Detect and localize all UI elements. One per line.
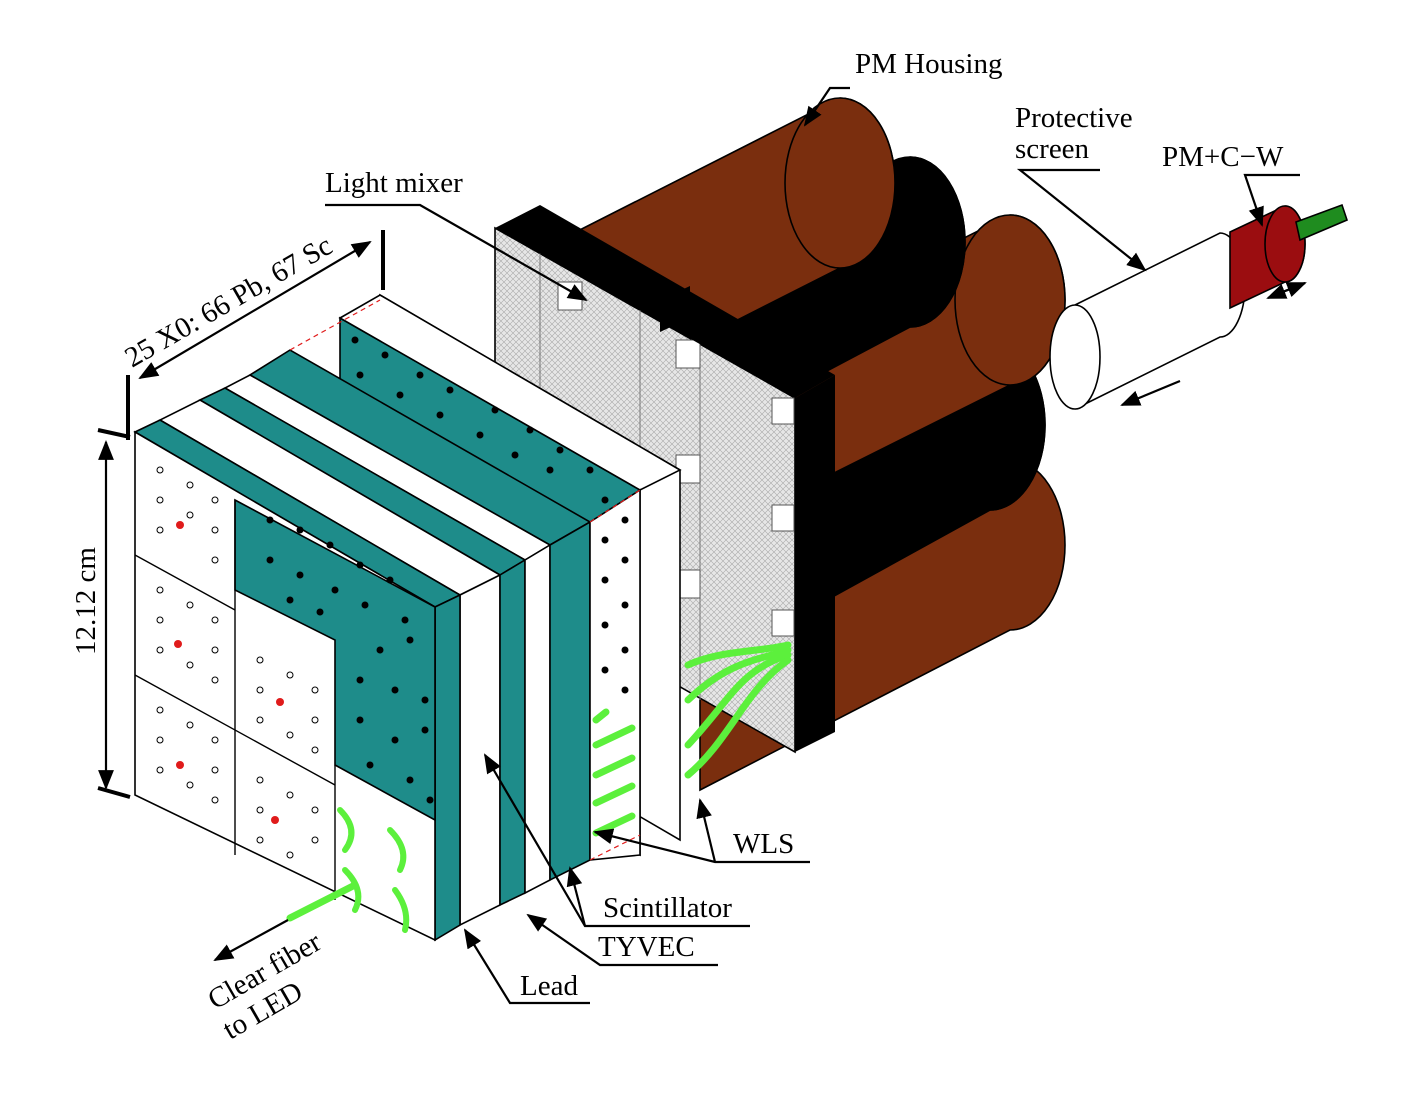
length-dimension [126, 230, 385, 440]
led-fiber [286, 807, 410, 933]
label-pm-housing: PM Housing [855, 48, 1002, 80]
label-length: 25 X0: 66 Pb, 67 Sc [120, 230, 338, 375]
label-wls: WLS [733, 828, 794, 860]
label-light-mixer: Light mixer [325, 167, 463, 199]
leader-lines [213, 86, 1307, 1005]
label-scintillator: Scintillator [603, 892, 732, 924]
module-stack [133, 293, 792, 942]
wls-fiber-bundle [684, 641, 792, 779]
label-protective-screen-1: Protective [1015, 102, 1133, 134]
label-pm-cw: PM+C−W [1162, 141, 1284, 173]
wls-fiber [592, 708, 636, 837]
pm-cw [1229, 203, 1348, 310]
led-fiber-hole [174, 521, 284, 824]
label-lead: Lead [520, 970, 578, 1002]
protective-screen [1049, 232, 1246, 410]
label-protective-screen-2: screen [1015, 133, 1090, 165]
label-height: 12.12 cm [70, 547, 102, 655]
height-dimension [97, 428, 131, 799]
label-tyvec: TYVEC [598, 931, 695, 963]
